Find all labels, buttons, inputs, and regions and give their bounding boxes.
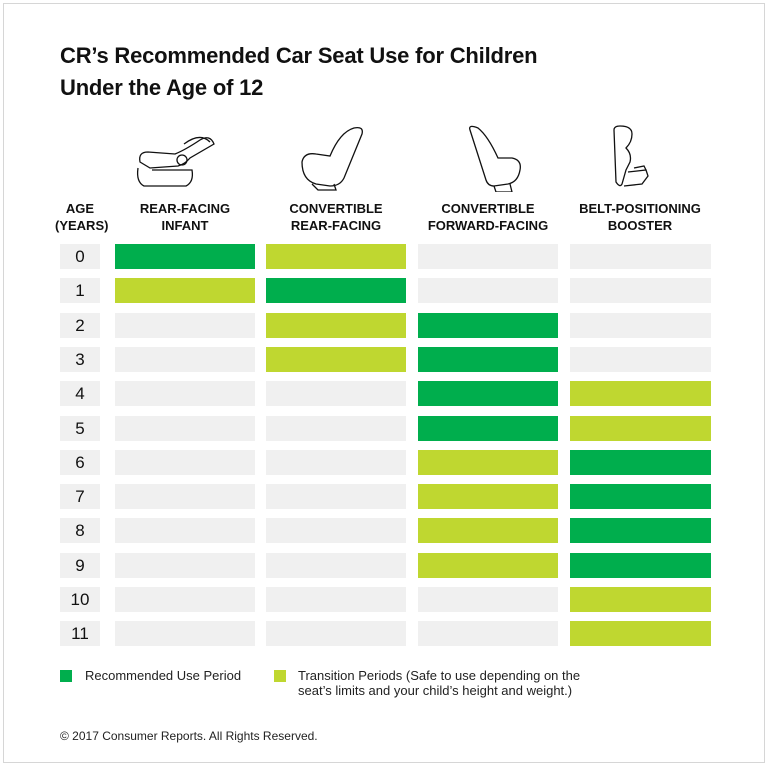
infant-carrier-seat-icon	[136, 136, 215, 187]
cell-none	[115, 312, 255, 338]
cell-none	[266, 484, 406, 510]
cell-none	[266, 552, 406, 578]
column-header: CONVERTIBLE FORWARD-FACING	[403, 200, 573, 234]
age-label: 5	[60, 415, 100, 441]
booster-seat-icon	[613, 125, 649, 187]
cell-transition	[570, 381, 711, 407]
cell-none	[266, 381, 406, 407]
cell-recommended	[266, 278, 406, 304]
cell-none	[570, 312, 711, 338]
cell-none	[266, 449, 406, 475]
age-label: 0	[60, 244, 100, 269]
cell-none	[570, 346, 711, 372]
age-label: 7	[60, 484, 100, 510]
cell-transition	[115, 278, 255, 304]
cell-none	[115, 449, 255, 475]
cell-recommended	[570, 518, 711, 544]
cell-none	[418, 278, 558, 304]
age-header-line2: (YEARS)	[55, 218, 109, 233]
cell-recommended	[570, 449, 711, 475]
cell-none	[115, 484, 255, 510]
cell-recommended	[570, 484, 711, 510]
cell-none	[418, 244, 558, 269]
cell-transition	[266, 244, 406, 269]
column-header-line2: REAR-FACING	[290, 218, 382, 233]
chart-title: CR’s Recommended Car Seat Use for Childr…	[60, 40, 538, 104]
cell-transition	[570, 415, 711, 441]
age-label: 2	[60, 312, 100, 338]
title-line-1: CR’s Recommended Car Seat Use for Childr…	[60, 43, 538, 68]
cell-none	[266, 587, 406, 612]
cell-none	[115, 381, 255, 407]
cell-none	[266, 518, 406, 544]
column-header-line1: BELT-POSITIONING	[579, 201, 701, 216]
age-label: 6	[60, 449, 100, 475]
cell-none	[115, 587, 255, 612]
cell-recommended	[418, 415, 558, 441]
convertible-rear-facing-seat-icon	[301, 126, 363, 191]
age-column-header: AGE (YEARS)	[55, 200, 109, 234]
cell-recommended	[418, 312, 558, 338]
age-label: 11	[60, 621, 100, 647]
infographic-frame	[3, 3, 765, 763]
cell-transition	[418, 552, 558, 578]
legend-transition-swatch	[274, 670, 286, 682]
cell-none	[418, 587, 558, 612]
cell-recommended	[418, 346, 558, 372]
age-label: 10	[60, 587, 100, 612]
age-label: 4	[60, 381, 100, 407]
cell-none	[266, 621, 406, 647]
column-header: REAR-FACING INFANT	[100, 200, 270, 234]
cell-recommended	[115, 244, 255, 269]
cell-none	[115, 518, 255, 544]
cell-none	[570, 278, 711, 304]
cell-none	[266, 415, 406, 441]
age-label: 9	[60, 552, 100, 578]
convertible-forward-facing-seat-icon	[469, 125, 521, 192]
legend-recommended-swatch	[60, 670, 72, 682]
age-label: 1	[60, 278, 100, 304]
cell-none	[115, 552, 255, 578]
age-label: 3	[60, 346, 100, 372]
cell-none	[115, 415, 255, 441]
cell-none	[570, 244, 711, 269]
cell-none	[115, 346, 255, 372]
copyright: © 2017 Consumer Reports. All Rights Rese…	[60, 729, 318, 743]
age-label: 8	[60, 518, 100, 544]
cell-transition	[570, 621, 711, 647]
cell-transition	[418, 518, 558, 544]
cell-none	[115, 621, 255, 647]
title-line-2: Under the Age of 12	[60, 75, 264, 100]
cell-transition	[418, 449, 558, 475]
legend-transition-line1: Transition Periods (Safe to use dependin…	[298, 668, 581, 683]
cell-none	[418, 621, 558, 647]
cell-transition	[266, 346, 406, 372]
legend-transition-line2: seat’s limits and your child’s height an…	[298, 683, 573, 698]
cell-recommended	[570, 552, 711, 578]
legend-transition-label: Transition Periods (Safe to use dependin…	[298, 668, 580, 698]
cell-transition	[266, 312, 406, 338]
cell-recommended	[418, 381, 558, 407]
column-header-line1: CONVERTIBLE	[441, 201, 535, 216]
column-header-line2: BOOSTER	[607, 218, 673, 233]
column-header-line2: FORWARD-FACING	[427, 218, 549, 233]
cell-transition	[418, 484, 558, 510]
column-header-line1: REAR-FACING	[139, 201, 231, 216]
column-header-line1: CONVERTIBLE	[289, 201, 383, 216]
column-header-line2: INFANT	[161, 218, 209, 233]
legend-recommended-label: Recommended Use Period	[85, 668, 242, 683]
column-header: BELT-POSITIONING BOOSTER	[555, 200, 725, 234]
cell-transition	[570, 587, 711, 612]
age-header-line1: AGE	[65, 201, 95, 216]
column-header: CONVERTIBLE REAR-FACING	[251, 200, 421, 234]
